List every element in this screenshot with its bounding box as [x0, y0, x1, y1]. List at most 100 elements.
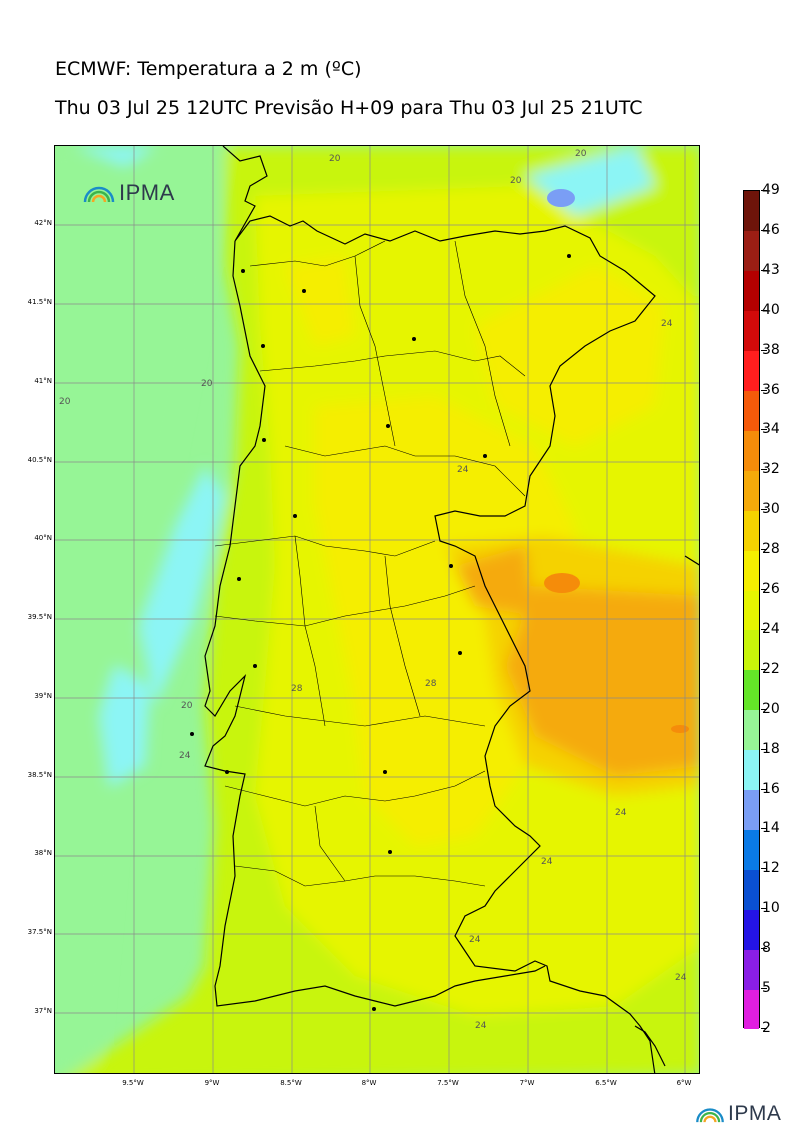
colorbar-segment — [744, 390, 759, 431]
ipma-logo: IPMA — [82, 180, 175, 206]
lon-label: 6.5°W — [595, 1079, 617, 1087]
colorbar-segment — [744, 669, 759, 711]
lat-label: 37.5°N — [27, 928, 52, 936]
colorbar-label: 10 — [762, 900, 780, 917]
hot-spot — [671, 725, 689, 733]
contour-label: 24 — [469, 935, 481, 945]
temperature-map: 20 20 20 20 20 20 24 24 24 24 24 24 24 2… — [54, 145, 700, 1074]
contour-label: 20 — [181, 701, 193, 711]
colorbar-segment — [744, 590, 759, 631]
contour-label: 20 — [201, 379, 213, 389]
colorbar-label: 36 — [762, 381, 780, 398]
colorbar-label: 32 — [762, 461, 780, 478]
colorbar-label: 49 — [762, 182, 780, 198]
title: ECMWF: Temperatura a 2 m (ºC) — [55, 58, 362, 80]
colorbar-tick — [761, 628, 767, 630]
graticule — [55, 146, 699, 1073]
colorbar-label: 24 — [762, 620, 780, 637]
subtitle: Thu 03 Jul 25 12UTC Previsão H+09 para T… — [55, 97, 643, 119]
colorbar-tick — [761, 908, 767, 910]
colorbar-label: 34 — [762, 421, 780, 438]
colorbar-segment — [744, 350, 759, 391]
colorbar-tick — [761, 389, 767, 391]
colorbar-segment — [744, 949, 759, 990]
colorbar-tick — [761, 788, 767, 790]
rainbow-arc-icon — [696, 1108, 724, 1123]
contour-label: 20 — [329, 154, 341, 164]
lon-label: 7.5°W — [437, 1079, 459, 1087]
colorbar — [743, 190, 760, 1030]
cool-spot — [547, 189, 575, 207]
district-borders — [214, 240, 526, 887]
lat-label: 37°N — [34, 1007, 52, 1015]
colorbar-tick — [761, 229, 767, 231]
colorbar-segment — [744, 869, 759, 910]
city-markers — [190, 254, 571, 1011]
colorbar-segment — [744, 230, 759, 272]
contour-label: 20 — [59, 397, 71, 407]
lat-label: 39°N — [34, 692, 52, 700]
lat-label: 39.5°N — [27, 613, 52, 621]
colorbar-segment — [744, 829, 759, 870]
colorbar-tick — [761, 1028, 767, 1029]
contour-label: 24 — [475, 1021, 487, 1031]
colorbar-label: 20 — [762, 700, 780, 717]
lon-label: 9.5°W — [122, 1079, 144, 1087]
lon-label: 8°W — [361, 1079, 377, 1087]
contour-label: 24 — [457, 465, 469, 475]
colorbar-tick — [761, 349, 767, 351]
colorbar-tick — [761, 469, 767, 471]
temperature-field-shading — [55, 146, 699, 1073]
colorbar-label: 43 — [762, 261, 780, 278]
lat-label: 42°N — [34, 219, 52, 227]
colorbar-label: 30 — [762, 501, 780, 518]
contour-label: 20 — [510, 176, 522, 186]
contour-label: 24 — [179, 751, 191, 761]
colorbar-segment — [744, 709, 759, 751]
lat-label: 40.5°N — [27, 456, 52, 464]
colorbar-segment — [744, 550, 759, 591]
lon-label: 7°W — [519, 1079, 535, 1087]
colorbar-label: 22 — [762, 660, 780, 677]
lon-label: 8.5°W — [280, 1079, 302, 1087]
lat-label: 41.5°N — [27, 298, 52, 306]
colorbar-tick — [761, 828, 767, 830]
colorbar-label: 16 — [762, 780, 780, 797]
colorbar-segment — [744, 510, 759, 551]
colorbar-segment — [744, 789, 759, 830]
colorbar-tick — [761, 708, 767, 710]
contour-label: 24 — [615, 808, 627, 818]
colorbar-tick — [761, 509, 767, 511]
colorbar-segment — [744, 909, 759, 950]
colorbar-label: 8 — [762, 940, 771, 957]
logo-text: IPMA — [119, 180, 175, 205]
contour-label: 28 — [291, 684, 303, 694]
lat-label: 38.5°N — [27, 771, 52, 779]
lat-label: 41°N — [34, 377, 52, 385]
colorbar-segment — [744, 989, 759, 1030]
colorbar-tick — [761, 948, 767, 950]
logo-text: IPMA — [728, 1102, 782, 1125]
map-canvas: 20 20 20 20 20 20 24 24 24 24 24 24 24 2… — [55, 146, 699, 1073]
colorbar-segment — [744, 749, 759, 791]
colorbar-segment — [744, 191, 759, 232]
colorbar-label: 14 — [762, 820, 780, 837]
colorbar-segment — [744, 310, 759, 352]
colorbar-segment — [744, 270, 759, 312]
ipma-footer-logo: IPMA — [694, 1102, 781, 1126]
rainbow-arc-icon — [83, 186, 115, 203]
colorbar-label: 5 — [762, 980, 771, 997]
lat-label: 40°N — [34, 534, 52, 542]
lon-label: 6°W — [676, 1079, 692, 1087]
contour-labels: 20 20 20 20 20 20 24 24 24 24 24 24 24 2… — [59, 149, 687, 1031]
hot-spot — [544, 573, 580, 593]
colorbar-tick — [761, 748, 767, 750]
colorbar-tick — [761, 190, 767, 191]
colorbar-label: 2 — [762, 1020, 771, 1036]
lat-label: 38°N — [34, 849, 52, 857]
colorbar-tick — [761, 589, 767, 591]
colorbar-tick — [761, 868, 767, 870]
colorbar-tick — [761, 988, 767, 990]
colorbar-segment — [744, 470, 759, 511]
colorbar-segment — [744, 629, 759, 671]
